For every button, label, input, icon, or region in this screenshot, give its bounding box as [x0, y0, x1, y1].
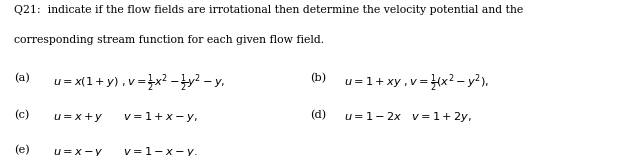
Text: $u = x-y\qquad v = 1-x-y.$: $u = x-y\qquad v = 1-x-y.$ — [53, 145, 197, 156]
Text: $u = x(1+y)\ ,v = \frac{1}{2}x^2 - \frac{1}{2}y^2 - y,$: $u = x(1+y)\ ,v = \frac{1}{2}x^2 - \frac… — [53, 73, 225, 94]
Text: $u = 1-2x\quad v = 1+2y,$: $u = 1-2x\quad v = 1+2y,$ — [344, 110, 472, 124]
Text: (c): (c) — [14, 110, 29, 120]
Text: $u = 1+xy\ ,v = \frac{1}{2}(x^2 - y^2),$: $u = 1+xy\ ,v = \frac{1}{2}(x^2 - y^2),$ — [344, 73, 489, 94]
Text: (b): (b) — [310, 73, 326, 83]
Text: (a): (a) — [14, 73, 30, 83]
Text: corresponding stream function for each given flow field.: corresponding stream function for each g… — [14, 35, 324, 45]
Text: (d): (d) — [310, 110, 326, 120]
Text: Q21:  indicate if the flow fields are irrotational then determine the velocity p: Q21: indicate if the flow fields are irr… — [14, 5, 523, 15]
Text: $u = x+y\qquad v = 1+x-y,$: $u = x+y\qquad v = 1+x-y,$ — [53, 110, 197, 124]
Text: (e): (e) — [14, 145, 29, 155]
